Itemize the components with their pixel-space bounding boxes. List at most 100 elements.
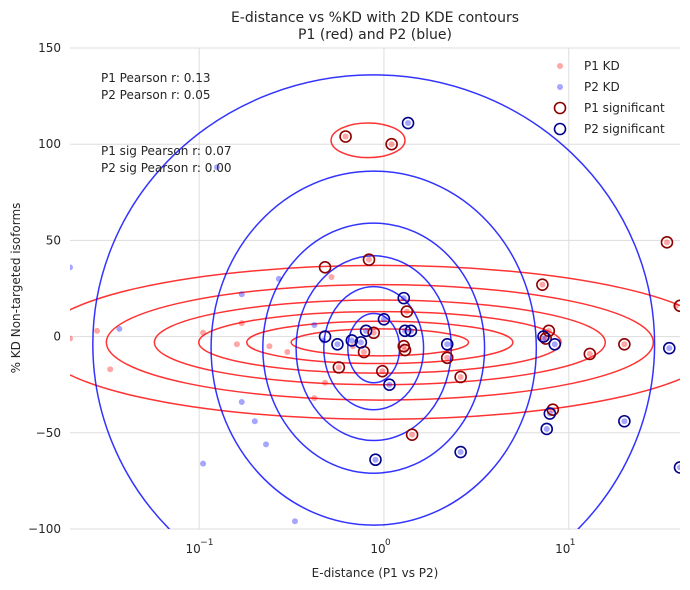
p1-kd-point [457, 374, 464, 381]
scatter-points [70, 116, 680, 525]
p1-kd-point [233, 341, 240, 348]
p1-kd-point [539, 281, 546, 288]
p1-kd-point [621, 341, 628, 348]
x-tick-label: 10 [186, 542, 201, 556]
p1-significant-point [367, 326, 380, 340]
y-tick-label: −100 [28, 522, 61, 536]
p1-kd-point [444, 354, 451, 361]
p1-kd-point [403, 308, 410, 315]
p2-significant-point [454, 445, 467, 459]
annotation-p2-sig-pearson: P2 sig Pearson r: 0.00 [101, 161, 232, 175]
p2-significant-point [440, 337, 454, 351]
p2-significant-point [397, 291, 411, 305]
chart-subtitle: P1 (red) and P2 (blue) [298, 27, 452, 43]
p1-kd-point [379, 368, 386, 375]
p1-kd-point [266, 343, 273, 350]
chart-title: E-distance vs %KD with 2D KDE contours [231, 10, 519, 26]
p2-significant-point [537, 330, 550, 343]
p1-kd-point [311, 395, 318, 402]
x-tick-exponent: 0 [385, 538, 391, 548]
p2-kd-point [116, 325, 123, 332]
p2-significant-point [377, 312, 391, 326]
p1-significant-point [398, 343, 412, 357]
p2-kde-contour [92, 74, 656, 529]
p1-kde-contour [70, 264, 680, 421]
x-tick-exponent: −1 [200, 538, 213, 548]
p2-kde-contour [262, 222, 486, 474]
p1-kd-point [284, 348, 291, 355]
p2-kd-point [200, 460, 207, 467]
p1-kde-contour [153, 299, 607, 386]
p2-kd-point [357, 339, 364, 346]
p2-kd-point [238, 399, 245, 406]
legend-marker-p1-significant [553, 101, 567, 115]
p1-kd-point [335, 364, 342, 371]
p2-kd-point [380, 316, 387, 323]
p1-kd-point [409, 431, 416, 438]
p1-kde-contour [330, 122, 406, 159]
annotation-p1-pearson: P1 Pearson r: 0.13 [101, 71, 210, 85]
p1-kd-point [200, 329, 207, 336]
p1-kde-contour [197, 310, 562, 374]
p1-significant-point [362, 253, 376, 266]
p1-significant-point [318, 261, 332, 274]
y-tick-label: 50 [46, 233, 61, 247]
p1-kd-point [107, 366, 114, 373]
p2-kd-point [540, 335, 547, 342]
p1-significant-point [376, 364, 389, 378]
kde-contours [70, 74, 680, 529]
p2-significant-point [383, 378, 396, 392]
p1-significant-point [618, 337, 631, 351]
p1-significant-point [400, 305, 414, 318]
p2-significant-point [318, 330, 332, 343]
p2-significant-point [398, 324, 412, 338]
p2-kde-contour [210, 170, 538, 526]
p2-kd-point [263, 441, 270, 448]
p2-kd-point [666, 345, 673, 352]
p2-kd-point [444, 341, 451, 348]
legend-marker-p1-kd [557, 63, 563, 69]
p1-significant-point [546, 403, 560, 417]
p2-kd-point [348, 337, 355, 344]
p2-kd-point [291, 518, 298, 525]
p2-kd-point [251, 418, 258, 425]
y-axis-label: % KD Non-targeted isoforms [9, 203, 23, 374]
p2-significant-point [359, 324, 373, 338]
p1-kd-point [361, 348, 368, 355]
p2-kd-point [311, 322, 318, 329]
p2-significant-point [548, 337, 562, 351]
p2-kd-point [334, 341, 341, 348]
p1-kde-contour [246, 320, 514, 365]
p2-kd-point [372, 456, 379, 463]
p1-kd-point [586, 350, 593, 357]
p2-kd-point [621, 418, 628, 425]
plot-area [70, 48, 680, 529]
p2-significant-point [618, 414, 631, 428]
p2-significant-point [673, 461, 680, 474]
p1-kd-point [238, 320, 245, 327]
x-tick-label: 10 [370, 542, 385, 556]
p1-kd-point [328, 273, 335, 280]
annotation-p1-sig-pearson: P1 sig Pearson r: 0.07 [101, 144, 232, 158]
p1-kd-point [366, 256, 373, 263]
p1-kd-point [94, 327, 101, 334]
p1-significant-point [405, 428, 419, 442]
y-tick-label: 100 [38, 137, 61, 151]
p1-kd-point [70, 335, 73, 342]
legend-label-p1-kd: P1 KD [584, 59, 620, 73]
p1-significant-point [536, 278, 549, 291]
p1-significant-point [660, 236, 674, 249]
p2-significant-point [540, 422, 554, 436]
p2-kde-contour [323, 285, 425, 411]
p2-kd-point [214, 164, 221, 171]
legend-marker-p2-significant [553, 122, 567, 136]
p1-significant-point [440, 351, 454, 365]
p2-kd-point [275, 275, 282, 282]
p1-kde-contour [290, 328, 470, 357]
p1-significant-point [539, 332, 552, 345]
p1-significant-point [385, 137, 398, 151]
annotation-p2-pearson: P2 Pearson r: 0.05 [101, 88, 210, 102]
p2-kd-point [386, 381, 393, 388]
p1-kd-point [663, 239, 670, 246]
